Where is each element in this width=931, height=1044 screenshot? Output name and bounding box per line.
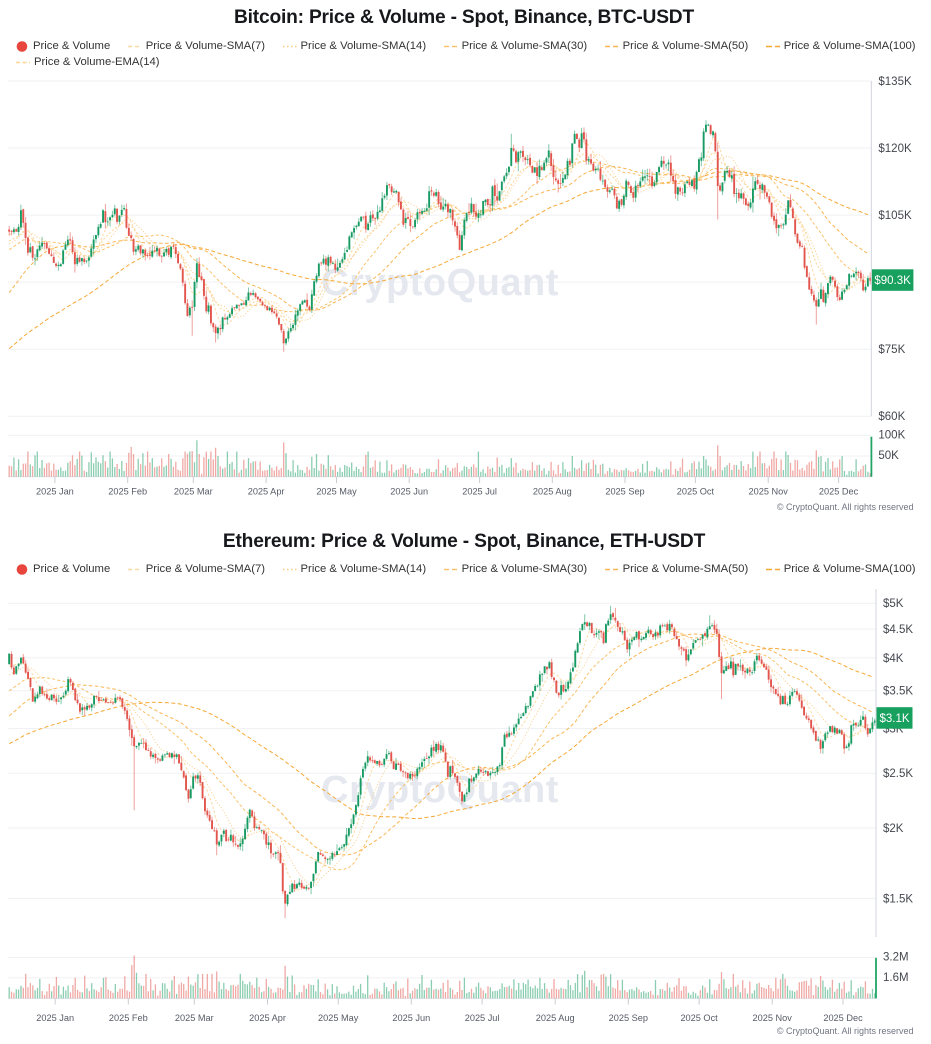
svg-text:$2.5K: $2.5K bbox=[883, 768, 913, 780]
svg-text:$4K: $4K bbox=[883, 653, 904, 665]
svg-text:2025 Mar: 2025 Mar bbox=[175, 1013, 214, 1023]
svg-text:1.6M: 1.6M bbox=[883, 972, 909, 984]
svg-text:2025 Dec: 2025 Dec bbox=[823, 1013, 863, 1023]
svg-text:2025 Sep: 2025 Sep bbox=[605, 486, 644, 496]
svg-text:2025 Oct: 2025 Oct bbox=[677, 486, 715, 496]
svg-text:$5K: $5K bbox=[883, 598, 904, 610]
svg-text:50K: 50K bbox=[878, 450, 899, 462]
svg-text:3.2M: 3.2M bbox=[883, 952, 909, 964]
svg-text:2025 Jul: 2025 Jul bbox=[465, 1013, 500, 1023]
svg-text:$1.5K: $1.5K bbox=[883, 894, 913, 906]
svg-text:$90.3K: $90.3K bbox=[874, 275, 911, 287]
svg-text:2025 Apr: 2025 Apr bbox=[248, 486, 285, 496]
svg-text:2025 Feb: 2025 Feb bbox=[108, 486, 147, 496]
svg-text:$135K: $135K bbox=[878, 76, 912, 88]
svg-text:2025 Jan: 2025 Jan bbox=[36, 1013, 74, 1023]
svg-text:© CryptoQuant. All rights rese: © CryptoQuant. All rights reserved bbox=[777, 502, 914, 512]
svg-text:$4.5K: $4.5K bbox=[883, 624, 913, 636]
svg-text:2025 Sep: 2025 Sep bbox=[609, 1013, 648, 1023]
svg-text:2025 Jun: 2025 Jun bbox=[392, 1013, 430, 1023]
svg-text:2025 Jul: 2025 Jul bbox=[462, 486, 497, 496]
svg-text:$105K: $105K bbox=[878, 210, 912, 222]
svg-text:$3.1K: $3.1K bbox=[879, 713, 909, 725]
svg-text:2025 Feb: 2025 Feb bbox=[109, 1013, 148, 1023]
svg-text:100K: 100K bbox=[878, 430, 905, 442]
svg-text:2025 Dec: 2025 Dec bbox=[819, 486, 859, 496]
svg-text:CryptoQuant: CryptoQuant bbox=[321, 769, 559, 811]
svg-text:2025 Nov: 2025 Nov bbox=[749, 486, 789, 496]
svg-text:$3.5K: $3.5K bbox=[883, 686, 913, 698]
svg-text:2025 Nov: 2025 Nov bbox=[753, 1013, 793, 1023]
svg-text:2025 Aug: 2025 Aug bbox=[533, 486, 572, 496]
svg-text:$75K: $75K bbox=[878, 344, 905, 356]
svg-text:$2K: $2K bbox=[883, 823, 904, 835]
svg-text:2025 May: 2025 May bbox=[316, 486, 357, 496]
svg-text:2025 Jan: 2025 Jan bbox=[36, 486, 74, 496]
svg-text:2025 Aug: 2025 Aug bbox=[536, 1013, 575, 1023]
svg-text:2025 Jun: 2025 Jun bbox=[390, 486, 428, 496]
svg-text:$60K: $60K bbox=[878, 411, 905, 423]
svg-text:2025 Apr: 2025 Apr bbox=[249, 1013, 286, 1023]
svg-text:2025 Oct: 2025 Oct bbox=[680, 1013, 718, 1023]
svg-text:CryptoQuant: CryptoQuant bbox=[321, 262, 559, 304]
svg-text:© CryptoQuant. All rights rese: © CryptoQuant. All rights reserved bbox=[777, 1026, 914, 1036]
svg-text:2025 May: 2025 May bbox=[318, 1013, 359, 1023]
svg-text:$120K: $120K bbox=[878, 143, 912, 155]
svg-text:2025 Mar: 2025 Mar bbox=[174, 486, 213, 496]
